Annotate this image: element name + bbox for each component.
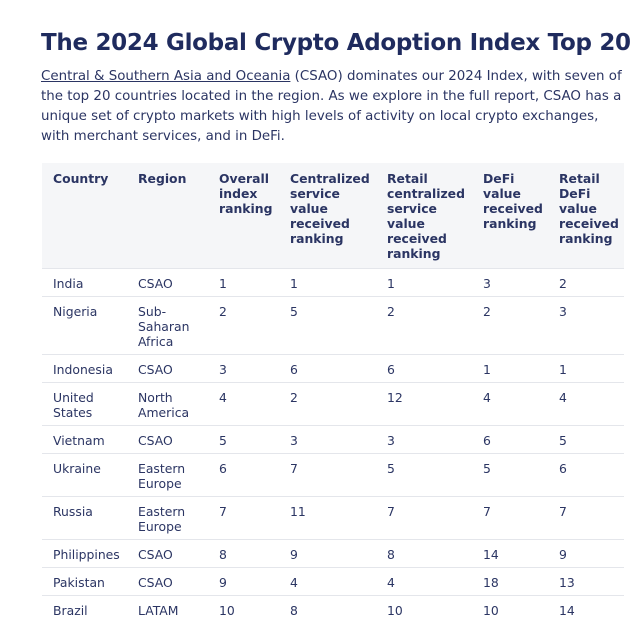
table-row: Brazil LATAM 10 8 10 10 14 <box>42 595 624 619</box>
column-header: Retail DeFi value received ranking <box>548 163 624 269</box>
table-cell: 6 <box>208 453 279 497</box>
table-cell: 12 <box>376 382 472 426</box>
column-header: Centralized service value received ranki… <box>279 163 376 269</box>
table-cell: 3 <box>376 425 472 454</box>
table-cell: 9 <box>548 539 624 568</box>
table-cell: 4 <box>472 382 548 426</box>
table-body: India CSAO 1 1 1 3 2 Nigeria Sub-Saharan Africa 2… <box>42 268 624 619</box>
table-row: India CSAO 1 1 1 3 2 <box>42 268 624 297</box>
table-row: Russia Eastern Europe 7 11 7 7 7 <box>42 496 624 540</box>
table-cell: 10 <box>472 595 548 619</box>
table-cell: 7 <box>472 496 548 540</box>
table-cell: Eastern Europe <box>127 496 208 540</box>
table-cell: 5 <box>208 425 279 454</box>
region-link[interactable]: Central & Southern Asia and Oceania <box>41 69 291 84</box>
table-cell: 9 <box>279 539 376 568</box>
header-row: Country Region Overall index ranking Centra… <box>42 163 624 269</box>
table-cell: 3 <box>548 296 624 355</box>
table-cell: 5 <box>548 425 624 454</box>
table-cell: North America <box>127 382 208 426</box>
table-row: Vietnam CSAO 5 3 3 6 5 <box>42 425 624 454</box>
title: The 2024 Global Crypto Adoption Index To… <box>41 30 631 56</box>
column-header: Region <box>127 163 208 269</box>
table-cell: 7 <box>548 496 624 540</box>
table-cell: United States <box>42 382 127 426</box>
table-cell: 4 <box>279 567 376 596</box>
table-cell: 3 <box>208 354 279 383</box>
table-cell: Vietnam <box>42 425 127 454</box>
table-cell: 7 <box>376 496 472 540</box>
table-cell: 1 <box>472 354 548 383</box>
table-cell: Ukraine <box>42 453 127 497</box>
intro: Central & Southern Asia and Oceania (CSA… <box>41 67 626 147</box>
table-cell: 8 <box>208 539 279 568</box>
table-cell: 7 <box>279 453 376 497</box>
table-cell: 14 <box>548 595 624 619</box>
table-cell: Eastern Europe <box>127 453 208 497</box>
table-cell: 10 <box>208 595 279 619</box>
table-cell: 2 <box>548 268 624 297</box>
ranking-table: Country Region Overall index ranking Centra… <box>42 163 624 619</box>
table-row: Ukraine Eastern Europe 6 7 5 5 6 <box>42 453 624 497</box>
column-header: Country <box>42 163 127 269</box>
table-cell: 6 <box>376 354 472 383</box>
table-cell: 3 <box>279 425 376 454</box>
table-cell: 8 <box>279 595 376 619</box>
table-cell: 3 <box>472 268 548 297</box>
table-cell: CSAO <box>127 539 208 568</box>
table-cell: 11 <box>279 496 376 540</box>
table-cell: 1 <box>279 268 376 297</box>
table-cell: 5 <box>279 296 376 355</box>
table-cell: 2 <box>472 296 548 355</box>
table-cell: Philippines <box>42 539 127 568</box>
table-cell: 13 <box>548 567 624 596</box>
table-cell: CSAO <box>127 354 208 383</box>
table-cell: CSAO <box>127 268 208 297</box>
table-cell: 1 <box>548 354 624 383</box>
table-row: United States North America 4 2 12 4 4 <box>42 382 624 426</box>
table-cell: 10 <box>376 595 472 619</box>
table-cell: 6 <box>548 453 624 497</box>
table-cell: 2 <box>279 382 376 426</box>
table-cell: Nigeria <box>42 296 127 355</box>
table-cell: Russia <box>42 496 127 540</box>
table-row: Pakistan CSAO 9 4 4 18 13 <box>42 567 624 596</box>
table-cell: Brazil <box>42 595 127 619</box>
table-cell: 2 <box>376 296 472 355</box>
table-row: Philippines CSAO 8 9 8 14 9 <box>42 539 624 568</box>
table-cell: 1 <box>208 268 279 297</box>
table-cell: 4 <box>376 567 472 596</box>
table-row: Indonesia CSAO 3 6 6 1 1 <box>42 354 624 383</box>
table-cell: 2 <box>208 296 279 355</box>
table-cell: LATAM <box>127 595 208 619</box>
table-cell: Pakistan <box>42 567 127 596</box>
table-cell: 18 <box>472 567 548 596</box>
table-cell: CSAO <box>127 425 208 454</box>
table-cell: 4 <box>208 382 279 426</box>
table-cell: 9 <box>208 567 279 596</box>
table-cell: 5 <box>472 453 548 497</box>
column-header: DeFi value received ranking <box>472 163 548 269</box>
table-cell: India <box>42 268 127 297</box>
table-cell: Sub-Saharan Africa <box>127 296 208 355</box>
table-cell: 6 <box>472 425 548 454</box>
table-cell: 5 <box>376 453 472 497</box>
table-cell: 6 <box>279 354 376 383</box>
table-cell: 8 <box>376 539 472 568</box>
intro-text: (CSAO) dominates our 2024 Index, with se… <box>41 69 622 144</box>
table-cell: 14 <box>472 539 548 568</box>
table-cell: 7 <box>208 496 279 540</box>
table-cell: 4 <box>548 382 624 426</box>
table-row: Nigeria Sub-Saharan Africa 2 5 2 2 3 <box>42 296 624 355</box>
column-header: Retail centralized service value receive… <box>376 163 472 269</box>
column-header: Overall index ranking <box>208 163 279 269</box>
table-cell: CSAO <box>127 567 208 596</box>
table-cell: 1 <box>376 268 472 297</box>
table-cell: Indonesia <box>42 354 127 383</box>
